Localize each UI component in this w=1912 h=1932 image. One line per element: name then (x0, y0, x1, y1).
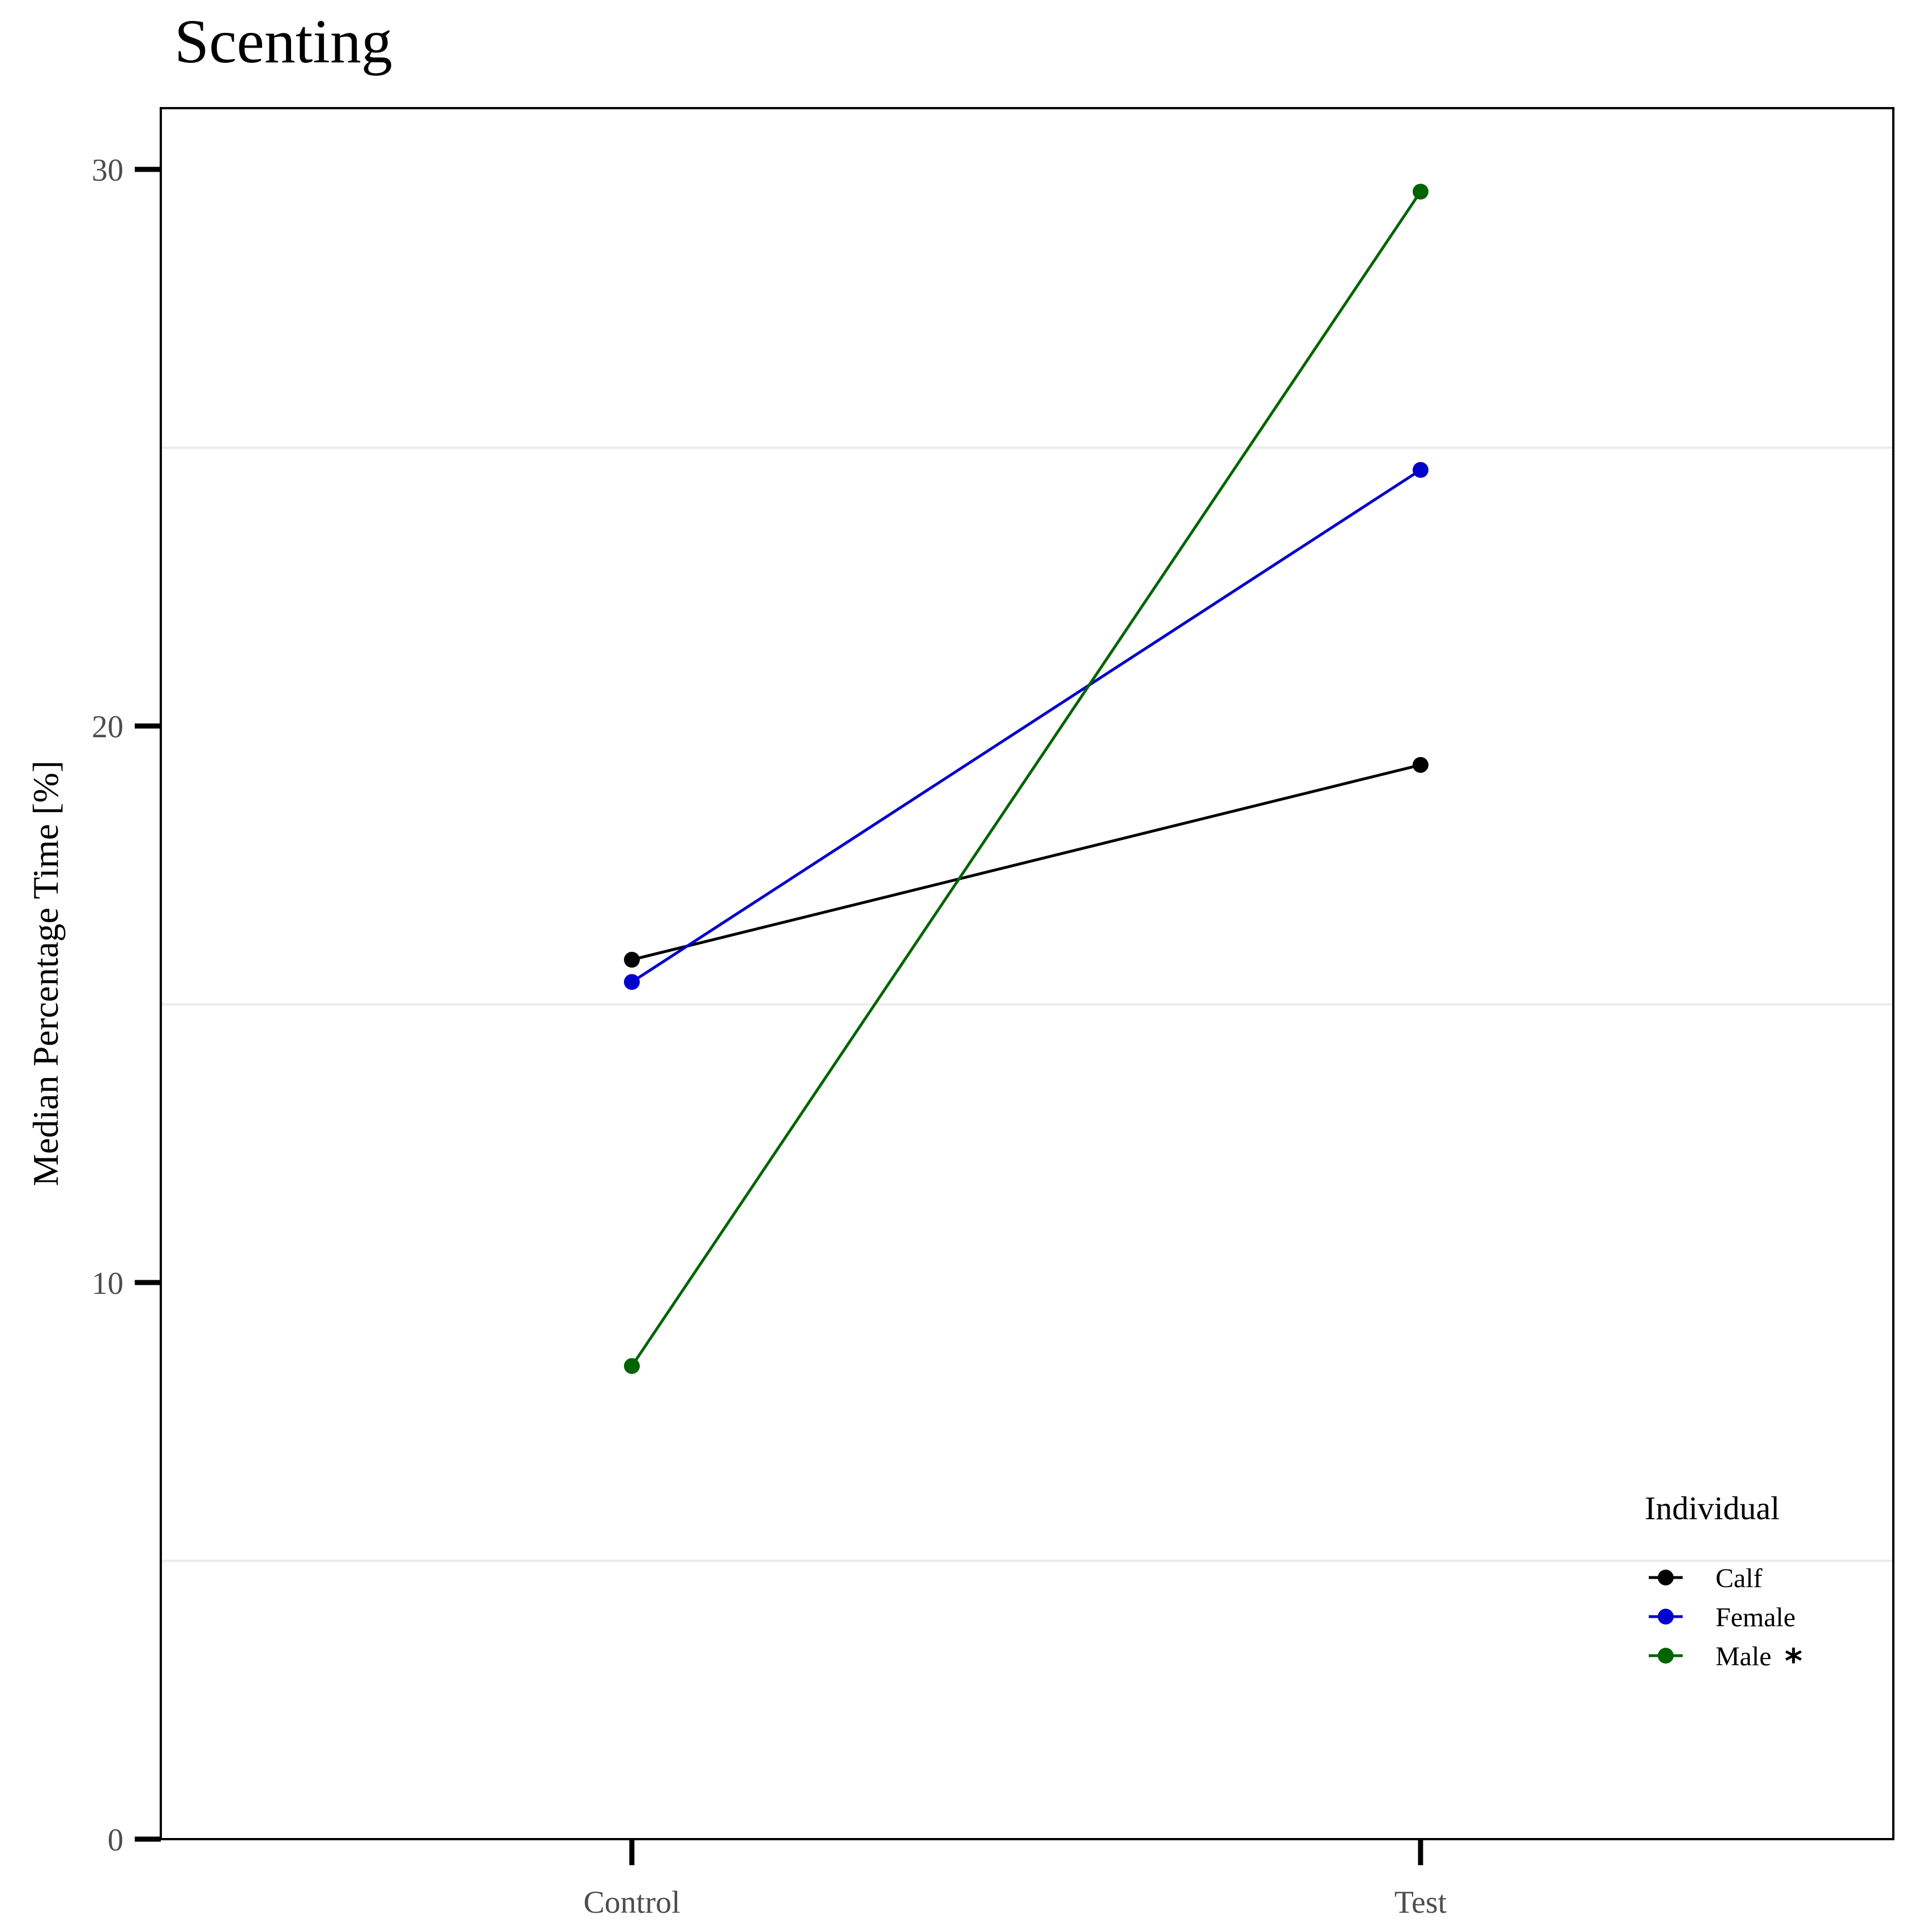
legend: Individual Calf Female Male * (1645, 1490, 1802, 1681)
data-point-calf (1413, 756, 1428, 773)
legend-key-point (1658, 1648, 1674, 1664)
data-point-calf (624, 951, 640, 968)
y-tick-label: 10 (92, 1266, 123, 1301)
legend-item-female: Female (1649, 1602, 1795, 1632)
data-point-male (624, 1358, 640, 1374)
legend-label: Female (1716, 1602, 1795, 1632)
legend-key-point (1658, 1609, 1674, 1625)
series-line-female (631, 468, 1422, 984)
legend-label: Calf (1716, 1563, 1763, 1593)
legend-item-calf: Calf (1649, 1563, 1763, 1593)
legend-key-point (1658, 1570, 1674, 1585)
series-line-calf (631, 763, 1421, 961)
y-axis: 0 10 20 30 (92, 153, 161, 1858)
y-tick-label: 0 (108, 1823, 123, 1858)
series-line-male (630, 191, 1422, 1367)
chart-title: Scenting (174, 7, 392, 76)
legend-item-male: Male * (1649, 1642, 1802, 1681)
legend-title: Individual (1645, 1490, 1780, 1527)
y-tick-label: 20 (92, 709, 123, 745)
x-tick-label: Test (1395, 1885, 1447, 1920)
series-group (624, 183, 1428, 1374)
data-point-female (624, 974, 640, 990)
x-tick-label: Control (583, 1885, 680, 1920)
data-point-male (1413, 183, 1428, 200)
legend-items: Calf Female Male * (1649, 1563, 1802, 1681)
plot-panel (160, 107, 1894, 1840)
significance-marker: * (1785, 1642, 1802, 1681)
y-axis-label: Median Percentage Time [%] (25, 760, 66, 1186)
legend-label: Male (1716, 1642, 1772, 1672)
x-axis: Control Test (583, 1839, 1447, 1920)
data-point-female (1413, 461, 1428, 478)
y-tick-label: 30 (92, 153, 123, 188)
grid-lines (161, 446, 1893, 1562)
